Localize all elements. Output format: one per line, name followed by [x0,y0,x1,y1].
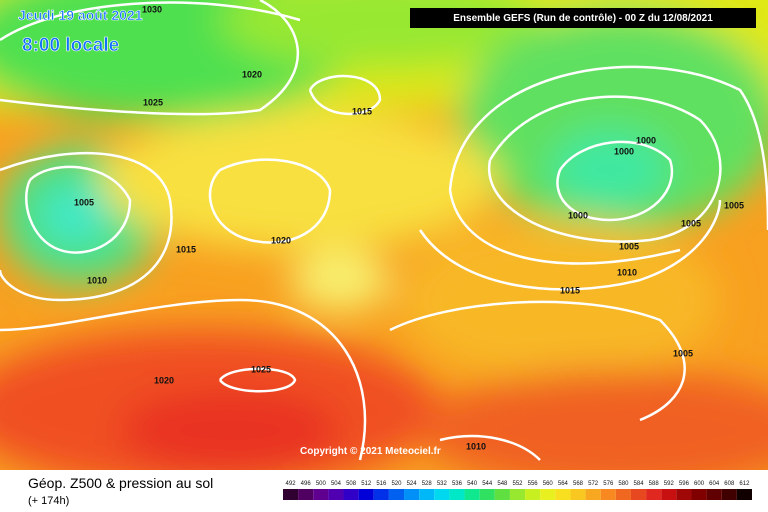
legend-swatch [525,489,541,500]
legend-label: 548 [497,481,508,487]
isobar-label: 1015 [352,106,372,116]
isobar-label: 1000 [636,135,656,145]
legend-swatch [630,489,647,500]
legend-label: 612 [739,481,750,487]
footer-title: Géop. Z500 & pression au sol [28,475,213,491]
legend-swatch [388,489,405,500]
legend-label: 580 [618,481,629,487]
run-banner [410,8,756,28]
legend-label: 564 [558,481,569,487]
legend-label: 504 [331,481,342,487]
isobar-label: 1010 [87,275,107,285]
isobar-label: 1000 [614,146,634,156]
legend-label: 560 [543,481,554,487]
run-info: Ensemble GEFS (Run de contrôle) - 00 Z d… [453,13,713,24]
legend-swatch [615,489,631,500]
legend-swatch [298,489,314,500]
legend-swatch [328,489,344,500]
legend-swatch [509,489,526,500]
legend-swatch [434,489,450,500]
legend-label: 500 [316,481,327,487]
legend-swatch [494,489,510,500]
legend-swatch [343,489,359,500]
isobar-label: 1010 [617,267,637,277]
legend-swatch [691,489,707,500]
legend-label: 508 [346,481,357,487]
legend-label: 600 [694,481,705,487]
legend-label: 524 [407,481,418,487]
isobar-label: 1030 [142,4,162,14]
legend-swatch [313,489,329,500]
legend-label: 540 [467,481,478,487]
legend-swatch [570,489,586,500]
legend-label: 516 [376,481,387,487]
legend-label: 572 [588,481,599,487]
legend-swatch [373,489,389,500]
legend-swatch [449,489,465,500]
legend-label: 604 [709,481,720,487]
isobar-label: 1000 [568,210,588,220]
legend-swatch [358,489,374,500]
isobar-label: 1015 [176,244,196,254]
legend-swatch [419,489,435,500]
legend-label: 596 [679,481,690,487]
isobars [0,0,768,461]
legend-swatch [479,489,495,500]
isobar-label: 1005 [681,218,701,228]
legend-label: 512 [361,481,372,487]
isobar-label: 1020 [242,69,262,79]
legend-swatch [721,489,737,500]
legend-label: 536 [452,481,463,487]
legend-label: 520 [391,481,402,487]
legend-label: 496 [301,481,312,487]
legend-label: 584 [634,481,645,487]
isobar-label: 1020 [154,375,174,385]
geopotential-field [0,0,768,490]
forecast-lead: (+ 174h) [28,495,69,507]
legend-label: 532 [437,481,448,487]
legend-label: 592 [664,481,675,487]
isobar-label: 1025 [251,364,271,374]
legend-label: 556 [528,481,539,487]
legend-label: 528 [422,481,433,487]
isobar-label: 1005 [74,197,94,207]
legend-swatch [555,489,571,500]
forecast-date: Jeudi 19 août 2021 [18,7,143,23]
legend-label: 588 [649,481,660,487]
legend-swatch [540,489,556,500]
legend-swatch [736,489,752,500]
legend-swatch [585,489,601,500]
legend-label: 544 [482,481,493,487]
isobar-label: 1015 [560,285,580,295]
copyright: Copyright © 2021 Meteociel.fr [300,446,441,457]
legend-label: 608 [724,481,735,487]
legend-swatch [676,489,692,500]
legend-swatch [661,489,677,500]
legend-swatch [283,489,299,500]
forecast-time: 8:00 locale [22,35,119,56]
isobar-label: 1005 [673,348,693,358]
legend-swatch [464,489,480,500]
isobar-label: 1025 [143,97,163,107]
legend-swatch [646,489,662,500]
isobar-label: 1005 [619,241,639,251]
isobar-label: 1005 [724,200,744,210]
isobar-label: 1010 [466,441,486,451]
legend-label: 492 [286,481,297,487]
legend-label: 552 [512,481,523,487]
legend-label: 568 [573,481,584,487]
isobar-label: 1020 [271,235,291,245]
legend-swatch [706,489,722,500]
legend-swatch [600,489,616,500]
legend-swatch [404,489,420,500]
legend-label: 576 [603,481,614,487]
